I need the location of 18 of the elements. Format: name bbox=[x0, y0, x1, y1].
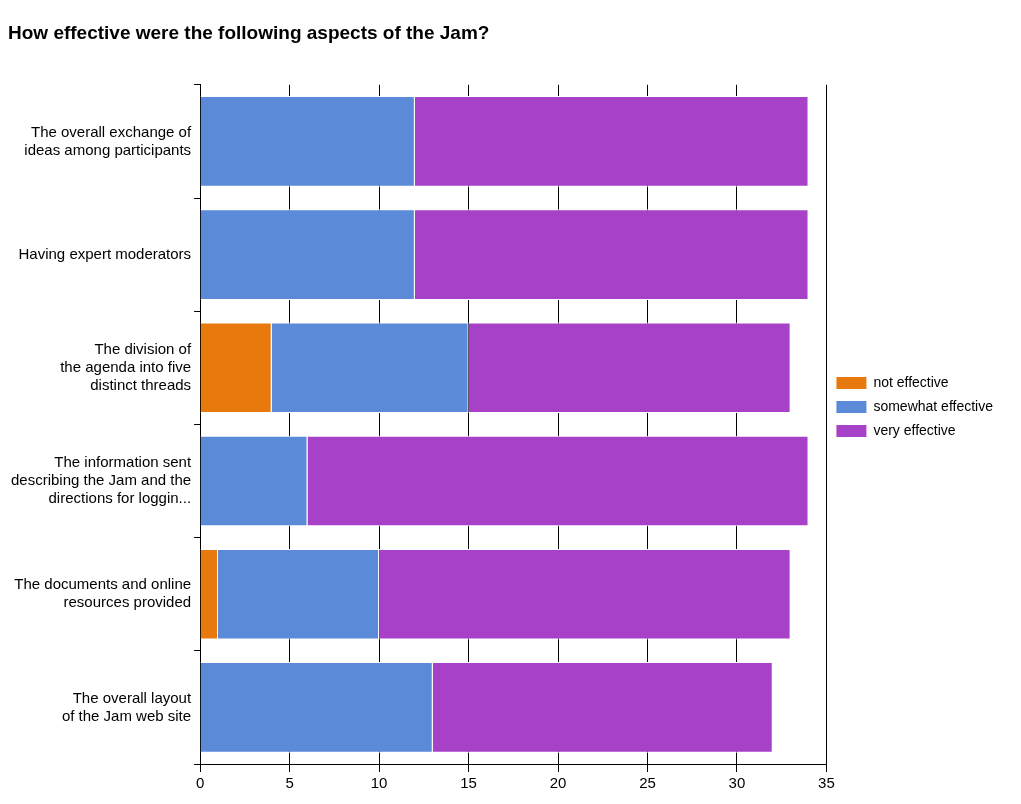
chart-title: How effective were the following aspects of the Jam? bbox=[8, 21, 490, 43]
x-tick-label: 20 bbox=[549, 774, 567, 792]
x-tick-label: 15 bbox=[460, 774, 477, 792]
x-tick-label: 5 bbox=[285, 774, 294, 792]
x-tick-label: 30 bbox=[728, 774, 746, 792]
x-tick-label: 0 bbox=[195, 774, 205, 792]
y-tick-label: The documents and online resources provided bbox=[14, 575, 192, 611]
y-tick-label: The overall layout of the Jam web site bbox=[61, 688, 192, 724]
y-tick-label: Having expert moderators bbox=[18, 244, 192, 262]
legend-label: somewhat effective bbox=[873, 397, 994, 414]
x-tick-label: 25 bbox=[639, 774, 656, 792]
y-tick-label: The information sent describing the Jam and the directions for loggin... bbox=[10, 453, 192, 507]
legend-label: not effective bbox=[873, 373, 949, 390]
y-tick-label: The division of the agenda into five distinct threads bbox=[60, 339, 192, 393]
y-tick-label: The overall exchange of ideas among participants bbox=[24, 122, 192, 158]
legend-label: very effective bbox=[873, 421, 956, 438]
x-tick-label: 35 bbox=[818, 774, 835, 792]
x-tick-label: 10 bbox=[370, 774, 388, 792]
